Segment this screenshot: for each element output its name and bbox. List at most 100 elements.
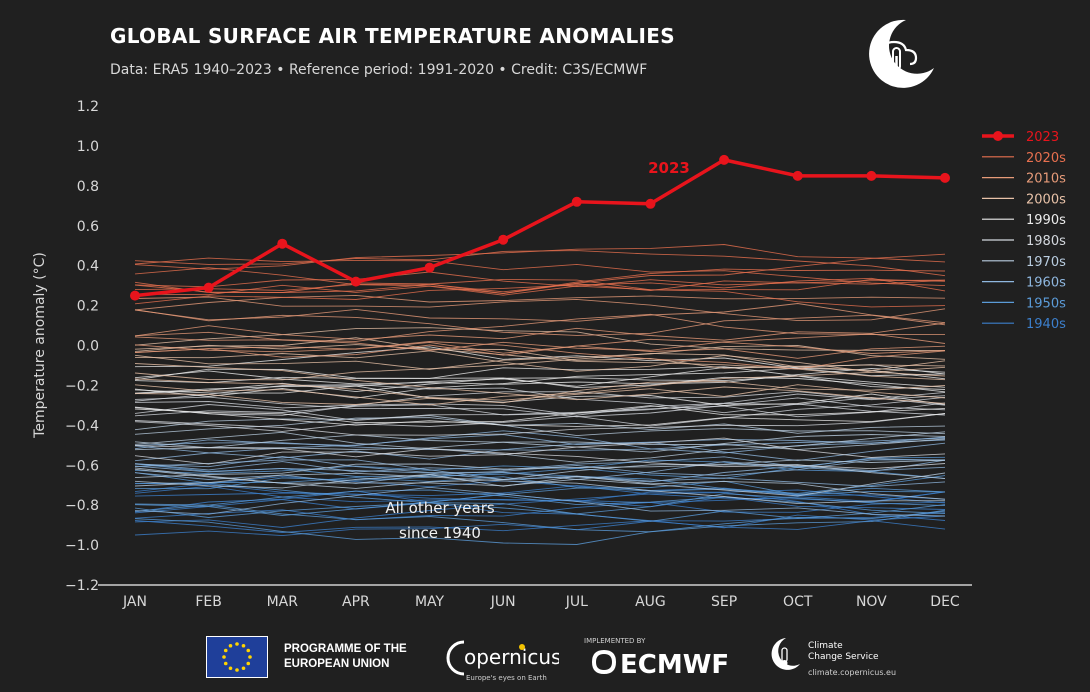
year-line-2000s — [134, 350, 946, 377]
legend-label: 1960s — [1026, 276, 1066, 291]
y-tick-label: −1.2 — [65, 578, 99, 594]
legend-label: 2023 — [1026, 130, 1059, 145]
year-line-2010s — [134, 313, 946, 342]
year-line-1940s — [134, 476, 946, 503]
series-2023-point — [719, 154, 730, 165]
year-line-2010s — [134, 296, 946, 322]
year-line-1980s — [134, 444, 946, 470]
year-line-1970s — [134, 474, 946, 500]
x-tick-label: AUG — [635, 594, 666, 610]
year-line-1970s — [134, 434, 946, 453]
anomaly-chart: 1.2 1.0 0.8 0.6 0.4 0.2 0.0 −0.2 −0.4 −0.6 −0.8 −1.… — [32, 99, 1066, 610]
legend-label: 1990s — [1026, 213, 1066, 228]
y-tick-label: −0.8 — [65, 498, 99, 514]
year-line-2020s — [134, 253, 946, 295]
copernicus-wordmark: opernicus — [464, 645, 559, 669]
series-2023 — [130, 154, 950, 301]
y-tick-label: 0.0 — [77, 339, 99, 355]
year-line-1950s — [134, 510, 946, 545]
year-line-1970s — [134, 417, 946, 435]
copernicus-logo-icon: opernicus Europe's eyes on Earth — [446, 640, 559, 682]
eu-star-icon — [235, 642, 239, 646]
year-line-1940s — [134, 501, 946, 521]
y-tick-label: −0.6 — [65, 458, 99, 474]
eu-star-icon — [222, 655, 226, 659]
x-tick-label: MAR — [267, 594, 299, 610]
eu-star-icon — [223, 648, 228, 653]
eu-flag-icon — [206, 636, 268, 678]
series-2023-point — [203, 282, 214, 293]
y-axis-label: Temperature anomaly (°C) — [32, 252, 48, 439]
c3s-url: climate.copernicus.eu — [808, 668, 896, 677]
x-tick-label: JAN — [122, 594, 147, 610]
year-line-1980s — [134, 396, 946, 417]
eu-programme-text: PROGRAMME OF THE EUROPEAN UNION — [284, 642, 407, 672]
c3s-logo-icon: Climate Change Service climate.copernicu… — [771, 638, 896, 677]
year-line-2000s — [134, 363, 946, 404]
x-tick-label: DEC — [930, 594, 960, 610]
series-2023-line — [134, 158, 946, 298]
x-tick-label: MAY — [415, 594, 445, 610]
ecmwf-logo-icon: IMPLEMENTED BY ECMWF — [584, 637, 729, 680]
year-line-2010s — [134, 322, 946, 341]
year-line-1970s — [134, 472, 946, 505]
legend-label: 2020s — [1026, 151, 1066, 166]
y-axis: 1.2 1.0 0.8 0.6 0.4 0.2 0.0 −0.2 −0.4 −0.6 −0.8 −1.… — [65, 99, 99, 594]
series-2023-point — [498, 234, 509, 245]
other-years-lines — [134, 244, 946, 545]
eu-line2: EUROPEAN UNION — [284, 658, 390, 670]
year-line-2010s — [134, 331, 946, 351]
series-2023-point — [792, 170, 803, 181]
year-line-1960s — [134, 436, 946, 460]
implemented-by: IMPLEMENTED BY — [584, 637, 646, 645]
eu-star-icon — [246, 648, 251, 653]
year-line-1990s — [134, 407, 946, 427]
ecmwf-wordmark: ECMWF — [620, 650, 729, 680]
legend-label: 1970s — [1026, 255, 1066, 270]
year-line-1970s — [134, 468, 946, 497]
year-line-1950s — [134, 472, 946, 494]
year-line-2000s — [134, 345, 946, 370]
annotation-line2: since 1940 — [399, 524, 481, 542]
x-tick-label: JUL — [565, 594, 588, 610]
year-line-1980s — [134, 396, 946, 432]
year-line-1980s — [134, 413, 946, 436]
legend-label: 1980s — [1026, 234, 1066, 249]
y-tick-label: 0.4 — [77, 259, 99, 275]
year-line-2000s — [134, 344, 946, 369]
series-2023-point — [645, 198, 656, 209]
year-line-1990s — [134, 385, 946, 406]
year-line-2000s — [134, 378, 946, 401]
year-line-1940s — [134, 520, 946, 537]
eu-star-icon — [246, 661, 251, 666]
year-line-1960s — [134, 486, 946, 517]
y-tick-label: 1.2 — [77, 99, 99, 115]
footer: PROGRAMME OF THE EUROPEAN UNION opernicu… — [0, 630, 1090, 692]
eu-star-icon — [235, 668, 239, 672]
year-line-1970s — [134, 415, 946, 437]
legend-label: 2000s — [1026, 192, 1066, 207]
legend-label: 2010s — [1026, 172, 1066, 187]
series-2023-label: 2023 — [648, 159, 690, 177]
year-line-2020s — [134, 284, 946, 308]
y-tick-label: 0.6 — [77, 219, 99, 235]
y-tick-label: −0.2 — [65, 378, 99, 394]
y-tick-label: −1.0 — [65, 538, 99, 554]
x-axis: JAN FEB MAR APR MAY JUN JUL AUG SEP OCT NOV DEC — [122, 594, 960, 610]
year-line-1990s — [134, 405, 946, 424]
x-tick-label: SEP — [711, 594, 737, 610]
year-line-1980s — [134, 437, 946, 465]
year-line-2000s — [134, 337, 946, 381]
year-line-1940s — [134, 499, 946, 529]
year-line-2020s — [134, 257, 946, 287]
year-line-2010s — [134, 341, 946, 370]
year-line-1980s — [134, 396, 946, 418]
legend-swatch-marker — [993, 131, 1003, 141]
year-line-1990s — [134, 375, 946, 395]
year-line-1940s — [134, 485, 946, 500]
series-2023-point — [350, 276, 361, 287]
eu-star-icon — [228, 666, 233, 671]
year-line-1970s — [134, 438, 946, 451]
year-line-2010s — [134, 344, 946, 359]
y-tick-label: 0.2 — [77, 299, 99, 315]
